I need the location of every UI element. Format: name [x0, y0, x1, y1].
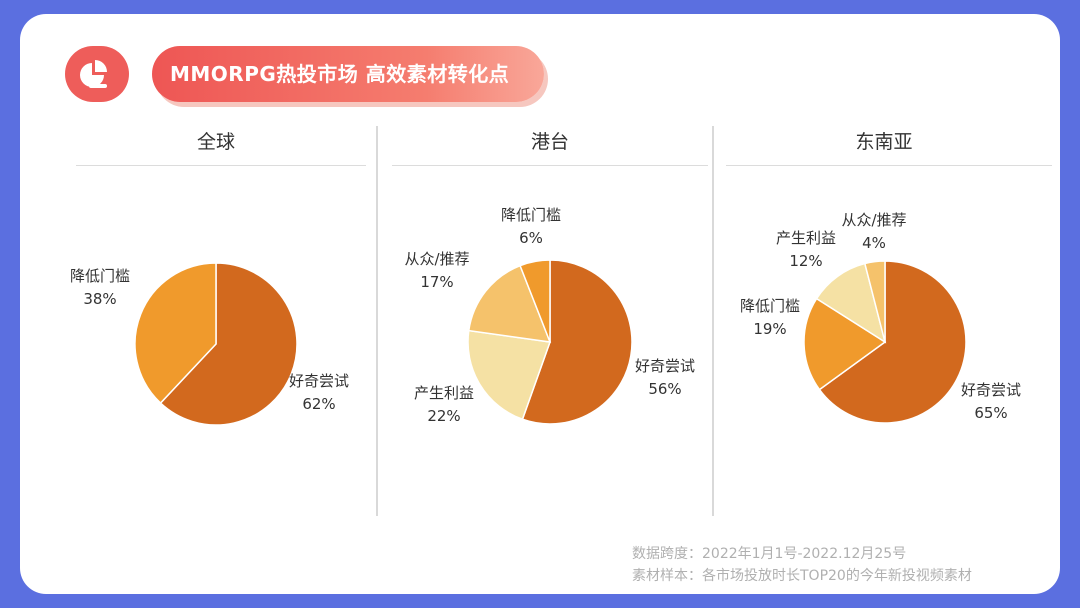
pie-slice-global-1	[134, 262, 217, 405]
pie-slice-hktw-2	[467, 264, 552, 343]
chart-title-sea: 东南亚	[855, 131, 913, 153]
pie-slice-sea-0	[818, 260, 967, 424]
slice-label-sea-1: 降低门槛	[740, 297, 800, 315]
footer-data-range: 数据跨度：2022年1月1号-2022.12月25号	[632, 546, 907, 562]
page-title: MMORPG热投市场 高效素材转化点	[152, 46, 544, 102]
slice-label-hktw-1: 产生利益	[414, 384, 474, 402]
pie-slice-global-0	[159, 262, 298, 426]
pie-slice-sea-1	[803, 297, 887, 391]
column-underline	[392, 165, 708, 166]
slice-label-sea-0: 好奇尝试	[961, 381, 1021, 399]
slice-value-sea-1: 19%	[753, 320, 786, 338]
slice-value-hktw-2: 17%	[420, 273, 453, 291]
column-underline	[726, 165, 1052, 166]
pie-slice-sea-3	[863, 260, 886, 343]
slice-label-sea-2: 产生利益	[776, 229, 836, 247]
slice-label-global-0: 好奇尝试	[289, 372, 349, 390]
slice-label-global-1: 降低门槛	[70, 267, 130, 285]
chart-title-hktw: 港台	[530, 131, 569, 153]
pie-slice-sea-2	[815, 262, 887, 344]
column-underline	[76, 165, 366, 166]
slice-value-sea-0: 65%	[974, 404, 1007, 422]
pie-slice-hktw-1	[467, 329, 552, 421]
slice-label-hktw-2: 从众/推荐	[404, 250, 469, 268]
slice-value-global-1: 38%	[83, 290, 116, 308]
slice-label-hktw-0: 好奇尝试	[635, 357, 695, 375]
pie-slice-hktw-0	[521, 259, 633, 425]
pie-chart-icon	[65, 46, 129, 102]
slice-label-hktw-3: 降低门槛	[501, 206, 561, 224]
slice-value-hktw-0: 56%	[648, 380, 681, 398]
slice-value-global-0: 62%	[302, 395, 335, 413]
chart-title-global: 全球	[196, 131, 235, 153]
slice-value-hktw-1: 22%	[427, 407, 460, 425]
slice-value-hktw-3: 6%	[519, 229, 543, 247]
slice-value-sea-2: 12%	[789, 252, 822, 270]
column-divider	[712, 126, 714, 516]
pie-slice-hktw-3	[519, 259, 551, 343]
slice-value-sea-3: 4%	[862, 234, 886, 252]
column-divider	[376, 126, 378, 516]
footer-sample-note: 素材样本：各市场投放时长TOP20的今年新投视频素材	[632, 568, 972, 584]
slice-label-sea-3: 从众/推荐	[841, 211, 906, 229]
